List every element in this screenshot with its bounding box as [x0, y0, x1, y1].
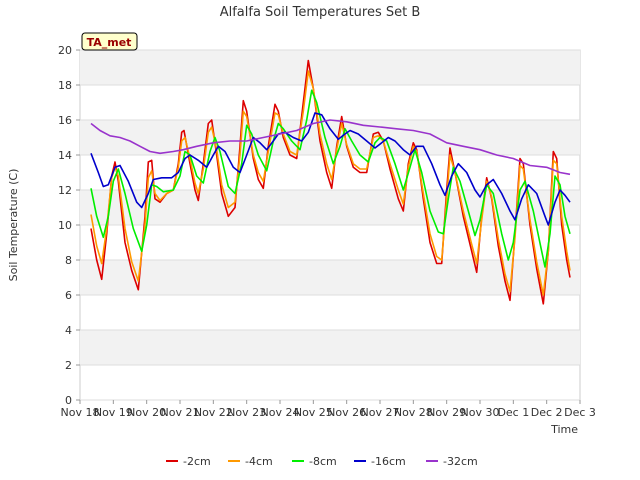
legend-label: -2cm — [183, 455, 211, 468]
legend-label: -32cm — [443, 455, 478, 468]
x-tick-label: Nov 19 — [94, 406, 133, 419]
y-tick-label: 4 — [65, 324, 72, 337]
site-badge-box — [81, 32, 138, 51]
legend: -2cm -4cm -8cm -16cm -32cm — [166, 455, 478, 468]
series-line-minus-32cm — [90, 119, 571, 176]
legend-label: -16cm — [371, 455, 406, 468]
y-tick-label: 8 — [65, 254, 72, 267]
y-tick-label: 12 — [58, 184, 72, 197]
x-tick-label: Nov 20 — [127, 406, 166, 419]
chart-title: Alfalfa Soil Temperatures Set B — [220, 5, 421, 20]
y-tick-label: 14 — [58, 149, 72, 162]
y-tick-label: 0 — [65, 394, 72, 407]
site-badge: TA_met — [81, 32, 138, 51]
x-tick-label: Nov 29 — [427, 406, 466, 419]
series-layer — [90, 59, 571, 305]
grid-band — [80, 260, 580, 295]
y-tick-label: 20 — [58, 44, 72, 57]
x-tick-label: Nov 28 — [394, 406, 433, 419]
y-tick-label: 16 — [58, 114, 72, 127]
x-tick-label: Nov 23 — [227, 406, 266, 419]
site-badge-text: TA_met — [87, 36, 132, 49]
grid-band — [80, 120, 580, 155]
x-tick-label: Dec 2 — [531, 406, 563, 419]
y-tick-label: 2 — [65, 359, 72, 372]
x-tick-label: Nov 22 — [194, 406, 233, 419]
x-tick-label: Nov 18 — [61, 406, 100, 419]
grid-band — [80, 50, 580, 85]
y-tick-label: 18 — [58, 79, 72, 92]
grid-bands — [80, 50, 580, 365]
y-tick-label: 6 — [65, 289, 72, 302]
legend-label: -8cm — [309, 455, 337, 468]
x-tick-label: Nov 30 — [461, 406, 500, 419]
series-line-minus-4cm — [90, 70, 571, 296]
grid-band — [80, 330, 580, 365]
y-axis-label: Soil Temperature (C) — [7, 169, 20, 282]
x-axis-label: Time — [550, 423, 578, 436]
series-line-minus-8cm — [90, 89, 571, 268]
x-tick-label: Dec 1 — [497, 406, 529, 419]
x-tick-label: Nov 24 — [261, 406, 300, 419]
x-tick-label: Nov 27 — [361, 406, 400, 419]
x-tick-label: Nov 25 — [294, 406, 333, 419]
legend-label: -4cm — [245, 455, 273, 468]
series-line-minus-16cm — [90, 112, 571, 226]
x-tick-label: Nov 26 — [327, 406, 366, 419]
y-tick-label: 10 — [58, 219, 72, 232]
y-axis: 0 2 4 6 8 10 12 14 16 18 20 — [58, 44, 80, 407]
x-tick-label: Nov 21 — [161, 406, 200, 419]
x-tick-label: Dec 3 — [564, 406, 596, 419]
